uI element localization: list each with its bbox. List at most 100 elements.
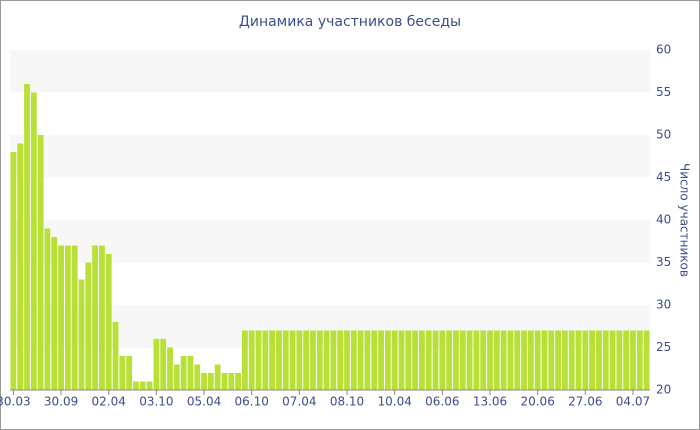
- x-tick-label: 07.04: [282, 395, 316, 409]
- bar: [153, 339, 160, 390]
- bar: [303, 330, 310, 390]
- bar: [207, 373, 214, 390]
- bar: [92, 245, 99, 390]
- bar: [555, 330, 561, 390]
- bar: [507, 330, 514, 390]
- bar: [51, 237, 58, 390]
- x-tick-label: 13.06: [473, 395, 507, 409]
- bar: [473, 330, 480, 390]
- bar: [235, 373, 241, 390]
- x-tick-label: 02.04: [92, 395, 126, 409]
- bar: [493, 330, 500, 390]
- bar: [643, 330, 650, 390]
- bar: [58, 245, 64, 390]
- bar: [282, 330, 289, 390]
- y-tick-label: 40: [656, 213, 671, 227]
- bar: [398, 330, 405, 390]
- bar: [589, 330, 596, 390]
- bar: [623, 330, 630, 390]
- bar: [378, 330, 384, 390]
- y-tick-label: 30: [656, 298, 671, 312]
- bar: [17, 143, 24, 390]
- bar: [64, 245, 71, 390]
- bar: [453, 330, 459, 390]
- y-axis-label: Число участников: [678, 163, 692, 277]
- bar: [466, 330, 473, 390]
- bar: [194, 364, 201, 390]
- bar: [350, 330, 357, 390]
- x-tick-label: 30.03: [0, 395, 31, 409]
- bar: [105, 254, 112, 390]
- bar: [30, 92, 37, 390]
- x-tick-label: 03.10: [139, 395, 173, 409]
- x-tick-label: 27.06: [568, 395, 602, 409]
- x-tick-label: 04.07: [616, 395, 650, 409]
- y-tick-label: 55: [656, 85, 671, 99]
- bar: [514, 330, 521, 390]
- bar: [173, 364, 180, 390]
- bar: [289, 330, 296, 390]
- x-tick-label: 06.10: [235, 395, 269, 409]
- y-tick-label: 50: [656, 128, 671, 142]
- bar: [487, 330, 493, 390]
- y-tick-label: 45: [656, 170, 671, 184]
- x-tick-label: 05.04: [187, 395, 221, 409]
- bar: [10, 152, 17, 390]
- y-tick-label: 20: [656, 383, 671, 397]
- x-tick-label: 30.09: [44, 395, 78, 409]
- bar: [262, 330, 269, 390]
- bar: [534, 330, 541, 390]
- bar: [221, 373, 228, 390]
- bar: [180, 356, 187, 390]
- bar: [616, 330, 623, 390]
- bar: [459, 330, 466, 390]
- bar: [480, 330, 487, 390]
- bar: [630, 330, 636, 390]
- bar: [527, 330, 534, 390]
- bar: [112, 322, 119, 390]
- bar: [330, 330, 337, 390]
- bar: [500, 330, 507, 390]
- bar: [384, 330, 391, 390]
- bar: [419, 330, 425, 390]
- bar: [446, 330, 453, 390]
- bar: [187, 356, 194, 390]
- x-tick-label: 10.04: [378, 395, 412, 409]
- bar: [636, 330, 643, 390]
- bar: [85, 262, 92, 390]
- bar: [269, 330, 276, 390]
- bar: [133, 381, 139, 390]
- bar: [602, 330, 609, 390]
- bar: [548, 330, 555, 390]
- bar: [37, 135, 44, 390]
- bar: [596, 330, 602, 390]
- bar: [316, 330, 323, 390]
- bar: [296, 330, 303, 390]
- x-tick-label: 06.06: [425, 395, 459, 409]
- bar: [521, 330, 527, 390]
- bar: [24, 84, 30, 390]
- bar: [99, 245, 105, 390]
- bar: [432, 330, 439, 390]
- grid-band: [10, 50, 650, 93]
- bar: [126, 356, 133, 390]
- bar: [439, 330, 446, 390]
- bar: [228, 373, 235, 390]
- bar: [310, 330, 316, 390]
- bar: [323, 330, 330, 390]
- chart-title: Динамика участников беседы: [239, 14, 461, 30]
- y-tick-label: 25: [656, 340, 671, 354]
- bar: [337, 330, 344, 390]
- bar: [541, 330, 548, 390]
- bar: [364, 330, 371, 390]
- bar: [241, 330, 248, 390]
- bar: [561, 330, 568, 390]
- grid-band: [10, 135, 650, 178]
- x-tick-label: 20.06: [520, 395, 554, 409]
- y-tick-label: 60: [656, 43, 671, 57]
- bar: [160, 339, 167, 390]
- bar: [201, 373, 207, 390]
- grid-band: [10, 220, 650, 263]
- y-tick-label: 35: [656, 255, 671, 269]
- bar: [391, 330, 398, 390]
